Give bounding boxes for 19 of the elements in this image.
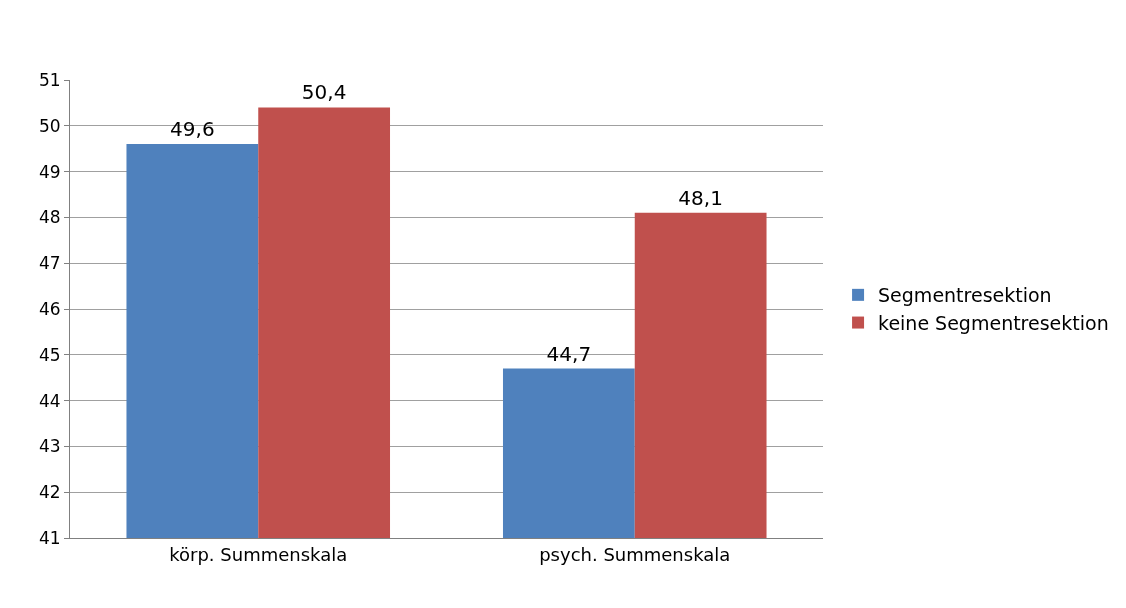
y-tick-label: 47 xyxy=(38,253,61,274)
y-tick-label: 48 xyxy=(38,207,61,228)
x-tick-label: körp. Summenskala xyxy=(169,543,348,565)
data-label: 48,1 xyxy=(678,185,723,210)
y-tick-label: 42 xyxy=(38,482,61,503)
legend-label: keine Segmentresektion xyxy=(878,311,1109,334)
y-tick-label: 41 xyxy=(38,527,61,548)
y-tick-label: 49 xyxy=(38,161,61,182)
y-tick-label: 46 xyxy=(38,298,61,319)
y-tick-label: 43 xyxy=(38,436,61,457)
data-label: 50,4 xyxy=(301,80,347,105)
y-tick-label: 45 xyxy=(38,344,61,365)
x-tick-label: psych. Summenskala xyxy=(539,543,731,565)
y-tick-label: 44 xyxy=(38,390,61,411)
data-label: 49,6 xyxy=(170,117,215,142)
y-tick-label: 51 xyxy=(38,69,61,90)
y-tick-label: 50 xyxy=(38,115,61,136)
legend-label: Segmentresektion xyxy=(878,284,1052,307)
data-label: 44,7 xyxy=(546,341,592,366)
